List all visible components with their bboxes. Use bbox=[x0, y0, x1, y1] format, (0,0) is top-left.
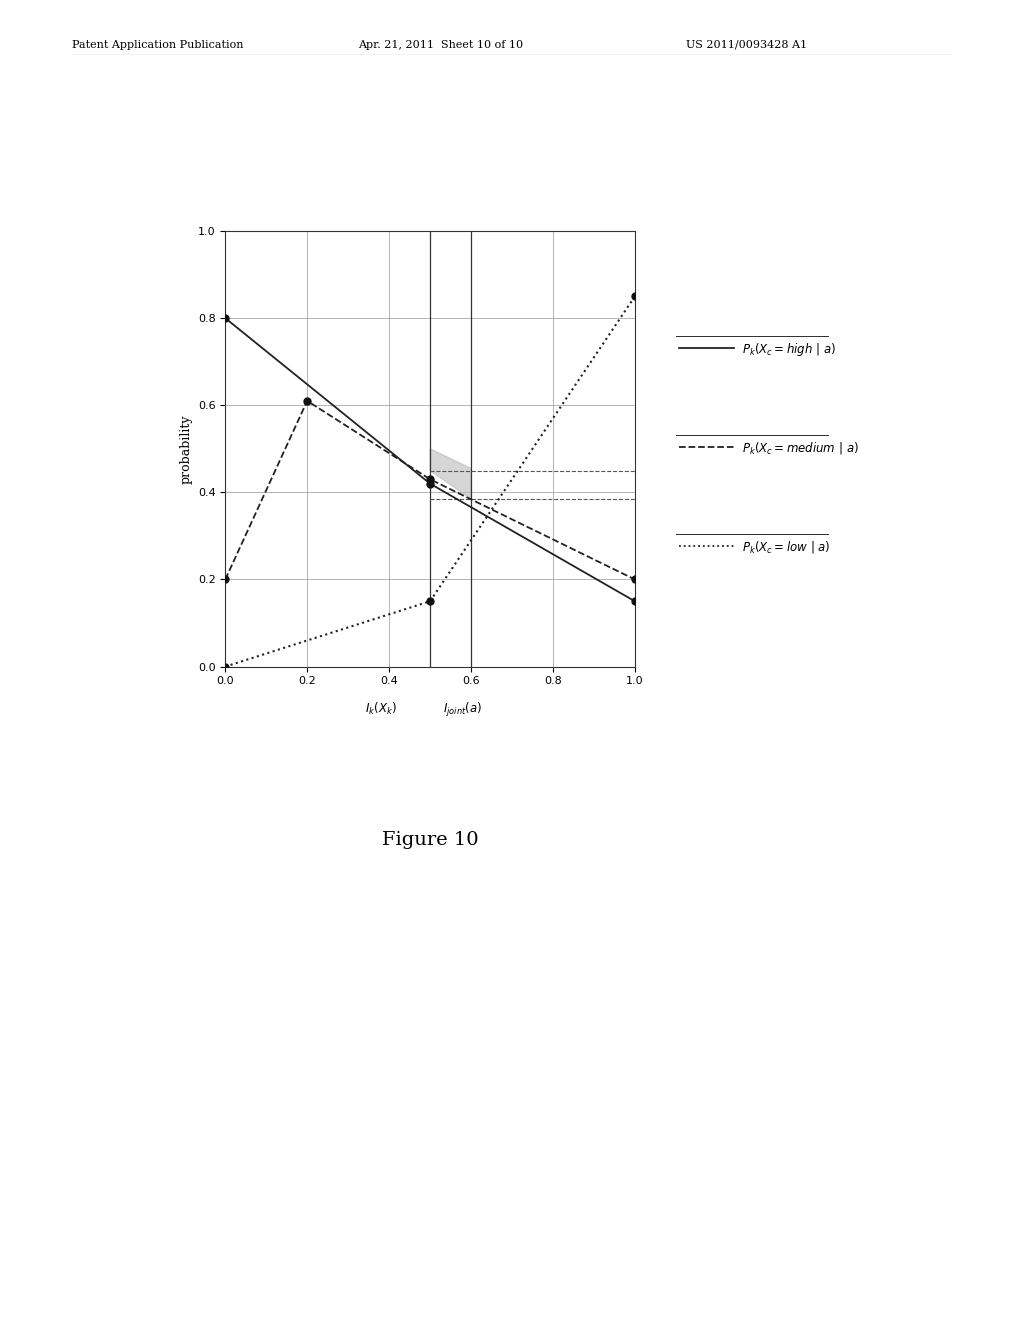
Text: $P_k(X_c = low\ |\ a)$: $P_k(X_c = low\ |\ a)$ bbox=[742, 539, 831, 554]
Text: $I_{joint}(a)$: $I_{joint}(a)$ bbox=[443, 701, 482, 719]
Text: Patent Application Publication: Patent Application Publication bbox=[72, 40, 243, 50]
Text: $I_k(X_k)$: $I_k(X_k)$ bbox=[365, 701, 397, 717]
Text: Apr. 21, 2011  Sheet 10 of 10: Apr. 21, 2011 Sheet 10 of 10 bbox=[358, 40, 523, 50]
Text: Figure 10: Figure 10 bbox=[382, 830, 478, 849]
Polygon shape bbox=[430, 449, 471, 499]
Y-axis label: probability: probability bbox=[179, 414, 193, 483]
Text: $P_k(X_c = high\ |\ a)$: $P_k(X_c = high\ |\ a)$ bbox=[742, 341, 837, 358]
Text: US 2011/0093428 A1: US 2011/0093428 A1 bbox=[686, 40, 807, 50]
Text: $P_k(X_c = medium\ |\ a)$: $P_k(X_c = medium\ |\ a)$ bbox=[742, 440, 859, 455]
